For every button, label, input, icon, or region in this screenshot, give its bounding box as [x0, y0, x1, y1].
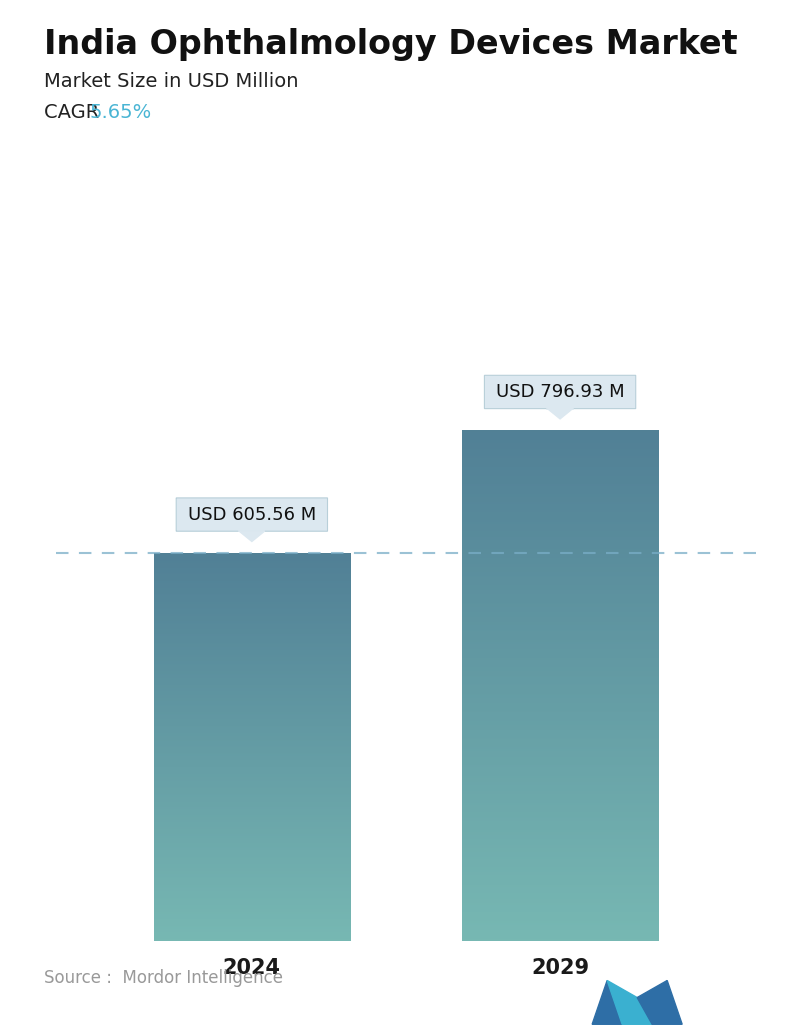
- Text: Market Size in USD Million: Market Size in USD Million: [44, 72, 298, 91]
- Polygon shape: [240, 531, 264, 542]
- Polygon shape: [622, 998, 652, 1025]
- FancyBboxPatch shape: [485, 375, 636, 408]
- Text: USD 605.56 M: USD 605.56 M: [188, 506, 316, 523]
- Polygon shape: [637, 980, 667, 1025]
- Polygon shape: [548, 408, 572, 419]
- Text: CAGR: CAGR: [44, 103, 105, 122]
- Text: 5.65%: 5.65%: [90, 103, 152, 122]
- FancyBboxPatch shape: [176, 498, 327, 531]
- Text: Source :  Mordor Intelligence: Source : Mordor Intelligence: [44, 970, 283, 987]
- Text: USD 796.93 M: USD 796.93 M: [496, 383, 624, 401]
- Polygon shape: [607, 980, 637, 1025]
- Polygon shape: [592, 980, 622, 1025]
- Polygon shape: [652, 980, 682, 1025]
- Text: India Ophthalmology Devices Market: India Ophthalmology Devices Market: [44, 28, 737, 61]
